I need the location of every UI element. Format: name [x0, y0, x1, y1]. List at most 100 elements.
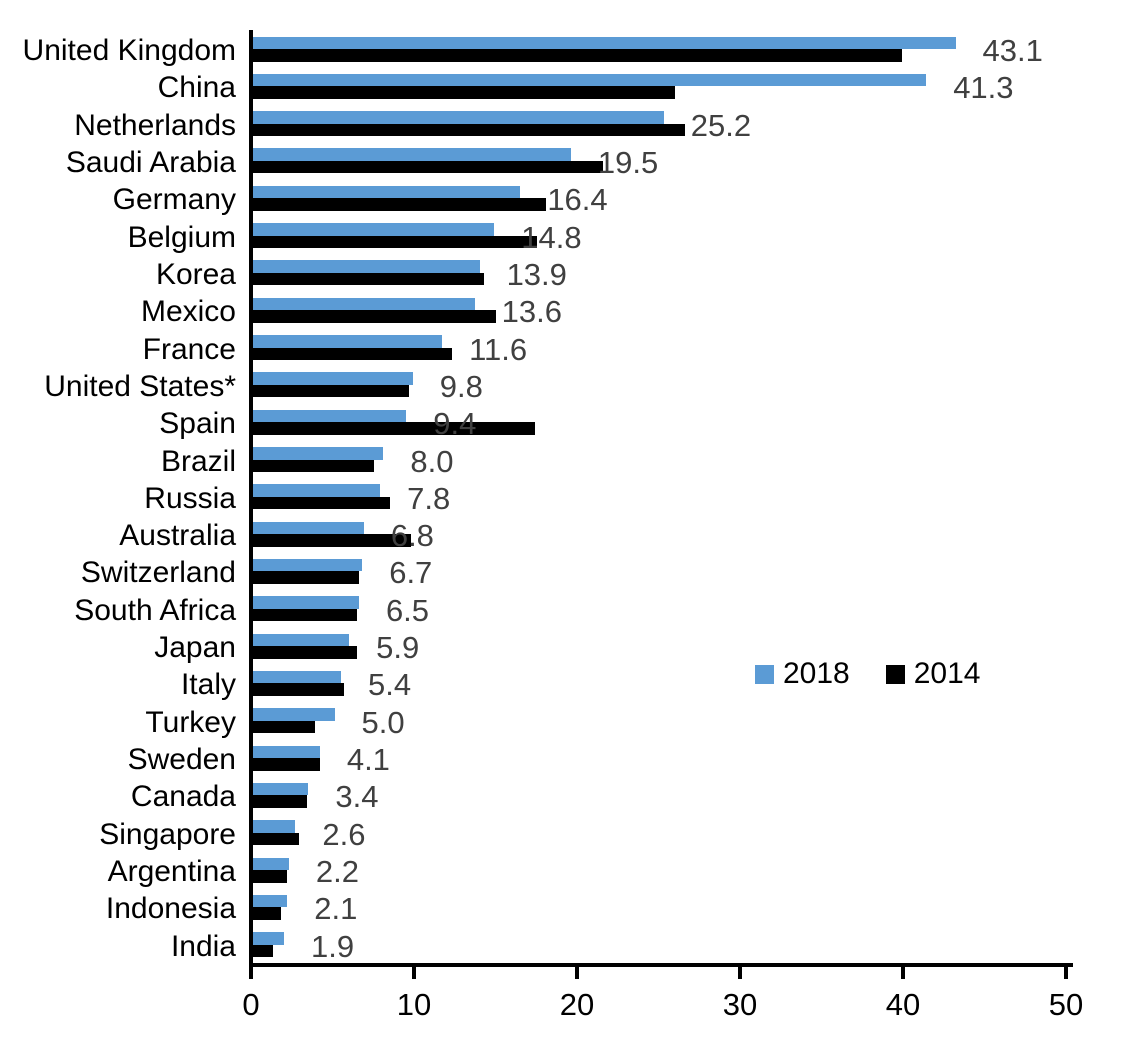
x-tick: [738, 963, 742, 979]
category-label: Netherlands: [74, 108, 236, 142]
value-label: 13.6: [501, 294, 563, 330]
x-tick-label: 0: [242, 987, 260, 1022]
bar-2014: [253, 683, 345, 696]
category-label: Saudi Arabia: [65, 145, 236, 179]
bar-2018: [253, 633, 350, 647]
category-label: Australia: [119, 519, 236, 553]
category-label: Belgium: [127, 220, 236, 254]
bar-2018: [253, 447, 384, 460]
category-label: Turkey: [145, 705, 236, 739]
legend-swatch-2014: [885, 664, 905, 684]
category-label: India: [170, 929, 236, 963]
bar-2014: [253, 384, 410, 398]
x-tick: [901, 963, 905, 979]
bar-2018: [253, 596, 359, 609]
category-label: Canada: [130, 780, 236, 814]
bar-2014: [253, 608, 358, 622]
category-label: Brazil: [160, 444, 236, 478]
bar-2018: [253, 708, 335, 721]
bar-2014: [253, 758, 320, 771]
value-label: 43.1: [982, 33, 1043, 68]
bar-2018: [253, 73, 927, 87]
bar-2018: [253, 745, 320, 759]
bar-2014: [253, 86, 676, 99]
category-label: South Africa: [74, 593, 236, 627]
bar-2014: [253, 49, 902, 62]
bar-2014: [253, 235, 537, 249]
bar-2014: [253, 496, 390, 510]
value-label: 9.4: [433, 406, 477, 442]
value-label: 5.0: [361, 704, 405, 740]
y-axis-line: [249, 30, 253, 967]
value-label: 4.1: [346, 742, 390, 778]
category-label: Germany: [112, 183, 236, 217]
bar-2018: [253, 260, 480, 273]
legend-label-2014: 2014: [913, 657, 981, 690]
value-label: 25.2: [690, 107, 752, 143]
category-label: Singapore: [99, 817, 236, 851]
bar-2018: [253, 558, 363, 572]
value-label: 5.4: [368, 667, 412, 703]
bar-2014: [253, 198, 547, 211]
value-label: 13.9: [506, 256, 567, 292]
bar-2018: [253, 857, 289, 871]
value-label: 1.9: [310, 928, 355, 964]
bar-2014: [253, 944, 273, 958]
bar-2014: [253, 907, 281, 920]
bar-2018: [253, 521, 364, 535]
value-label: 2.2: [315, 854, 359, 890]
category-label: Spain: [159, 407, 236, 441]
bar-2014: [253, 720, 315, 734]
x-tick-label: 10: [396, 987, 432, 1022]
bar-2014: [253, 571, 359, 584]
legend-label-2018: 2018: [783, 657, 850, 690]
x-tick: [412, 963, 416, 979]
x-axis-line: [249, 963, 1073, 967]
bar-2014: [253, 347, 452, 361]
bar-2014: [253, 459, 374, 473]
bar-2018: [253, 820, 296, 833]
x-tick: [1064, 963, 1068, 979]
value-label: 41.3: [953, 70, 1014, 106]
bar-2018: [253, 372, 413, 385]
value-label: 6.5: [385, 592, 430, 628]
bar-2018: [253, 894, 288, 908]
value-label: 11.6: [469, 331, 528, 367]
bar-2018: [253, 932, 284, 945]
value-label: 2.1: [314, 891, 358, 927]
x-tick-label: 30: [722, 987, 758, 1022]
bar-2014: [253, 795, 307, 808]
category-label: France: [142, 332, 236, 366]
bar-2018: [253, 670, 342, 684]
bar-2014: [253, 870, 288, 883]
value-label: 2.6: [322, 816, 366, 852]
category-label: United States*: [44, 369, 236, 403]
category-label: Japan: [154, 631, 236, 665]
bar-2018: [253, 223, 495, 236]
category-label: Korea: [155, 257, 236, 291]
x-tick-label: 50: [1048, 987, 1084, 1022]
value-label: 7.8: [407, 480, 451, 516]
x-tick-label: 40: [885, 987, 921, 1022]
bar-2014: [253, 123, 685, 137]
bar-2014: [253, 534, 412, 547]
legend-swatch-2018: [755, 664, 774, 684]
bar-2018: [253, 148, 571, 161]
value-label: 6.8: [390, 518, 434, 554]
bar-2018: [253, 111, 664, 124]
category-label: Argentina: [107, 855, 236, 889]
value-label: 3.4: [335, 779, 379, 815]
category-label: United Kingdom: [22, 34, 236, 67]
value-label: 19.5: [597, 144, 659, 180]
bar-2018: [253, 484, 381, 497]
bar-2018: [253, 335, 443, 348]
legend: 2018 2014: [755, 659, 981, 689]
category-label: Russia: [144, 481, 236, 515]
bar-2018: [253, 36, 956, 49]
bar-2014: [253, 832, 299, 846]
value-label: 6.7: [389, 555, 433, 591]
x-tick-label: 20: [559, 987, 595, 1022]
legend-entry-2018: 2018: [755, 659, 850, 689]
value-label: 9.8: [439, 368, 483, 404]
